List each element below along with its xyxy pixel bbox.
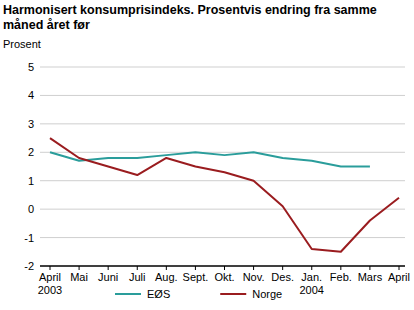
x-tick-label: Mai <box>70 271 88 283</box>
series-line <box>50 138 399 252</box>
x-tick <box>224 266 225 270</box>
x-tick-label: Juni <box>98 271 118 283</box>
x-tick-label: April <box>388 271 410 283</box>
x-tick <box>108 266 109 270</box>
x-tick-label: Aug. <box>155 271 178 283</box>
legend-swatch <box>220 293 246 295</box>
x-tick <box>369 266 370 270</box>
x-tick <box>340 266 341 270</box>
grid-line <box>40 95 405 96</box>
grid-line <box>40 209 405 210</box>
y-tick-label: 3 <box>28 118 34 130</box>
plot-area <box>50 138 399 252</box>
x-tick-label: Jan.2004 <box>300 271 324 296</box>
x-tick-label: Juli <box>129 271 146 283</box>
grid-line <box>40 123 405 124</box>
grid-line <box>40 180 405 181</box>
x-axis-line <box>40 266 405 267</box>
x-tick-label: Feb. <box>330 271 352 283</box>
legend-swatch <box>115 293 141 295</box>
y-tick-label: 1 <box>28 175 34 187</box>
x-tick-label: Nov. <box>243 271 265 283</box>
y-axis-label: Prosent <box>3 38 41 50</box>
title: Harmonisert konsumprisindeks. Prosentvis… <box>3 3 377 32</box>
x-tick <box>166 266 167 270</box>
x-tick <box>282 266 283 270</box>
legend-label: Norge <box>252 288 282 300</box>
y-tick-label: 5 <box>28 61 34 73</box>
legend-label: EØS <box>147 288 170 300</box>
x-tick <box>195 266 196 270</box>
y-tick-label: -1 <box>24 232 34 244</box>
grid-line <box>40 266 405 267</box>
y-tick-label: 0 <box>28 203 34 215</box>
x-tick-label: Okt. <box>214 271 234 283</box>
x-tick-label: April2003 <box>38 271 62 296</box>
x-tick <box>79 266 80 270</box>
x-tick <box>50 266 51 270</box>
y-tick-label: 4 <box>28 89 34 101</box>
y-tick-label: 2 <box>28 146 34 158</box>
x-tick <box>137 266 138 270</box>
x-tick <box>253 266 254 270</box>
x-tick <box>399 266 400 270</box>
grid-line <box>40 67 405 68</box>
x-tick-label: Mars <box>358 271 383 283</box>
x-tick-label: Sept. <box>183 271 209 283</box>
x-tick <box>311 266 312 270</box>
grid-line <box>40 152 405 153</box>
y-tick-label: -2 <box>24 260 34 272</box>
x-tick-label: Des. <box>271 271 294 283</box>
grid-line <box>40 237 405 238</box>
